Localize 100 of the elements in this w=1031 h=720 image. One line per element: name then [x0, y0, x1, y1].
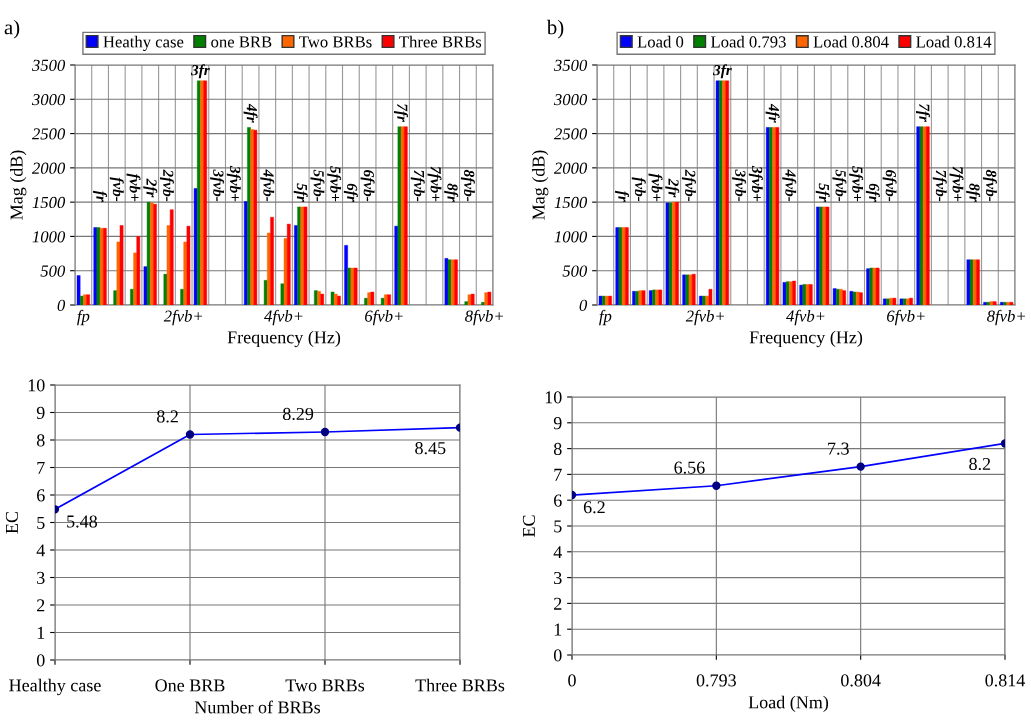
y-axis-title: Mag (dB)	[9, 150, 27, 220]
bar	[253, 129, 258, 305]
bar	[983, 302, 987, 305]
annotation: fvb+	[126, 173, 141, 202]
legend-label: Load 0.804	[813, 35, 889, 48]
y-tick-label: 500	[562, 265, 588, 277]
annotation: 5fvb+	[849, 166, 864, 202]
bar	[859, 292, 863, 305]
x-tick-label: 8fvb+	[987, 309, 1026, 326]
y-tick-label: 9	[36, 406, 45, 419]
x-tick-label: 0.804	[841, 674, 881, 687]
bar	[103, 227, 107, 305]
x-tick-label: Two BRBs	[285, 679, 365, 692]
annotation: 3fvb-	[210, 169, 225, 202]
bar	[926, 126, 930, 305]
y-tick-label: 7	[554, 468, 562, 481]
data-label: 6.2	[583, 501, 605, 514]
annotation: 5fvb-	[832, 169, 847, 202]
x-tick-label: fp	[77, 309, 90, 326]
y-axis-title: EC	[522, 515, 535, 538]
x-tick-label: 6fvb+	[887, 309, 925, 326]
annotation: 7fvb-	[932, 170, 947, 202]
annotation: 7fvb+	[427, 166, 442, 202]
legend-label: Heathy case	[103, 35, 184, 51]
bar	[286, 223, 291, 305]
annotation: 2fvb-	[159, 169, 174, 202]
annotation: 2fr	[143, 178, 158, 198]
x-axis-title: Load (Nm)	[748, 695, 829, 713]
annotation: 8fr	[966, 183, 981, 202]
bar	[186, 225, 191, 305]
data-label: 8.29	[282, 407, 314, 421]
annotation: fvb-	[109, 177, 124, 202]
annotation: 2fr	[665, 178, 680, 198]
bar	[119, 225, 124, 305]
annotation: 5fr	[293, 183, 308, 202]
bar	[380, 297, 385, 305]
y-tick-label: 9	[553, 417, 562, 430]
y-tick-label: 1000	[554, 231, 588, 243]
y-tick-label: 4	[36, 544, 45, 557]
bar	[715, 80, 720, 305]
bar	[270, 217, 274, 305]
bar	[705, 295, 710, 305]
y-tick-label: 3000	[553, 93, 588, 106]
legend-label: Two BRBs	[299, 36, 372, 48]
x-tick-label: 4fvb+	[786, 309, 825, 326]
annotation: 8fvb-	[460, 169, 475, 202]
annotation: 7fvb-	[410, 170, 425, 202]
annotation: 4fr	[243, 103, 258, 123]
bar	[283, 238, 288, 305]
x-tick-label: 4fvb+	[264, 309, 303, 326]
y-tick-label: 1500	[32, 196, 66, 209]
y-tick-label: 3000	[31, 93, 66, 106]
x-tick-label: 2fvb+	[163, 309, 203, 326]
annotation: 6fvb-	[882, 170, 897, 202]
y-tick-label: 7	[37, 461, 45, 474]
bar	[76, 275, 81, 305]
x-tick-label: Healthy case	[9, 678, 101, 696]
data-label: 8.45	[415, 442, 446, 455]
x-axis-title: Frequency (Hz)	[749, 330, 863, 348]
data-label: 8.2	[157, 410, 178, 423]
bar	[193, 188, 198, 305]
y-tick-label: 1	[37, 626, 45, 639]
y-tick-label: 2000	[553, 162, 588, 174]
y-axis-title: EC	[5, 511, 18, 534]
legend-label: one BRB	[211, 36, 272, 48]
bar	[625, 227, 629, 305]
y-tick-label: 1500	[554, 196, 588, 209]
bar	[775, 127, 780, 305]
annotation: fr	[93, 190, 108, 202]
y-tick-label: 0	[579, 299, 588, 311]
annotation: 4fvb-	[782, 169, 797, 202]
annotation: 7fvb+	[949, 166, 964, 202]
x-tick-label: Three BRBs	[415, 678, 505, 692]
bar	[344, 245, 348, 305]
y-tick-label: 0	[553, 649, 562, 662]
y-axis-title: Mag (dB)	[531, 150, 549, 220]
y-tick-label: 6	[37, 489, 45, 502]
y-tick-label: 2	[554, 597, 562, 610]
bar	[79, 295, 84, 305]
y-tick-label: 0	[57, 299, 66, 311]
y-tick-label: 4	[553, 546, 562, 559]
x-tick-label: 2fvb+	[685, 309, 725, 326]
x-tick-label: 0.814	[985, 674, 1026, 687]
annotation: 6fvb-	[360, 170, 375, 202]
bar	[263, 280, 268, 305]
x-tick-label: 0.793	[696, 674, 736, 687]
annotation: 8fr	[444, 183, 459, 202]
bar	[169, 209, 174, 305]
y-tick-label: 5	[37, 516, 45, 529]
annotation: 3fvb+	[748, 165, 763, 202]
data-label: 8.2	[969, 457, 991, 471]
annotation: 2fvb-	[681, 169, 696, 202]
y-tick-label: 10	[28, 379, 45, 392]
legend-label: Three BRBs	[399, 35, 482, 48]
bar	[337, 295, 341, 305]
y-tick-label: 500	[40, 265, 66, 277]
y-tick-label: 6	[554, 494, 562, 507]
annotation: 3fr	[712, 64, 732, 79]
x-tick-label: 8fvb+	[465, 309, 504, 326]
x-tick-label: fp	[599, 309, 612, 326]
